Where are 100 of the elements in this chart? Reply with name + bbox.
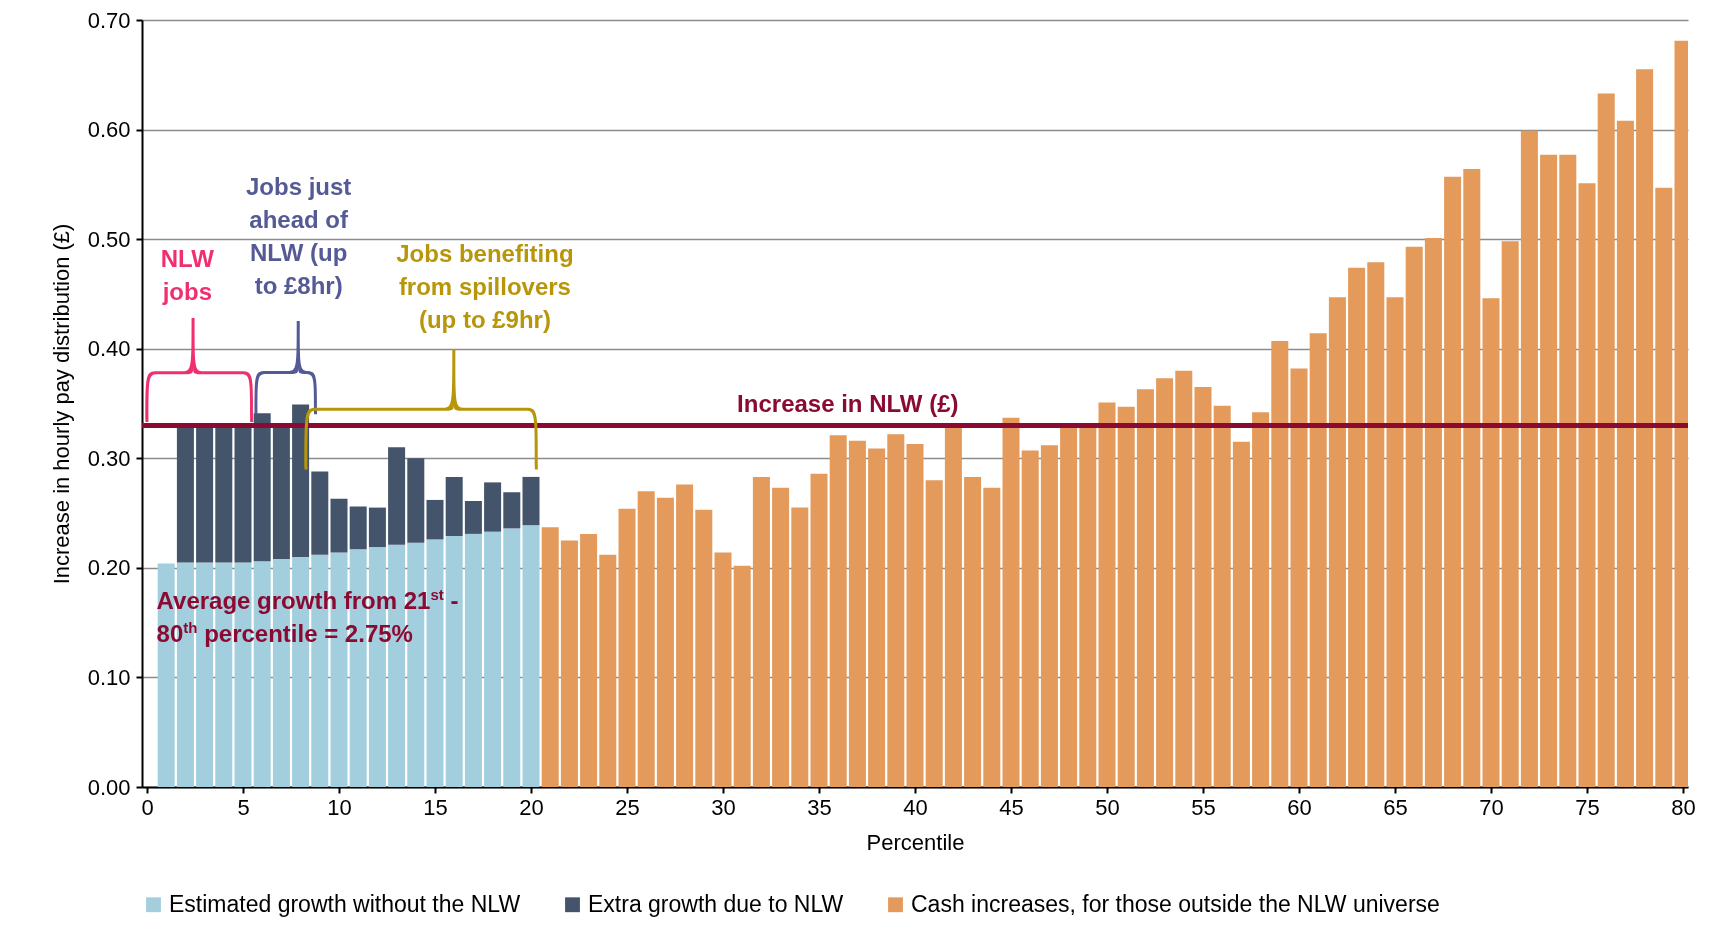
y-tick-label: 0.50 <box>87 226 131 252</box>
y-axis-title: Increase in hourly pay distribution (£) <box>48 223 74 585</box>
bar <box>1348 267 1366 787</box>
x-tick-label: 75 <box>1575 794 1600 820</box>
bar <box>253 413 271 562</box>
bar <box>484 531 502 787</box>
bar <box>1367 262 1385 787</box>
y-tick-label: 0.20 <box>87 555 131 581</box>
bar <box>1520 130 1538 787</box>
x-tick-label: 65 <box>1383 794 1408 820</box>
bar <box>464 501 482 534</box>
bar <box>522 525 540 787</box>
x-tick-label: 55 <box>1191 794 1216 820</box>
bar <box>330 498 348 553</box>
bar <box>848 440 866 787</box>
bar <box>1616 120 1634 787</box>
bar <box>1098 402 1116 787</box>
bar <box>368 507 386 548</box>
y-tick-label: 0.40 <box>87 336 131 362</box>
x-tick-label: 25 <box>615 794 640 820</box>
bar <box>868 448 886 787</box>
bar <box>1079 425 1097 787</box>
x-tick-label: 70 <box>1479 794 1504 820</box>
bar <box>772 487 790 787</box>
bar <box>656 497 674 787</box>
bar <box>311 471 329 555</box>
bar <box>196 425 214 563</box>
bar <box>292 404 310 557</box>
annotation: Jobs benefiting from spillovers (up to £9hr) <box>395 238 575 335</box>
bar <box>503 528 521 787</box>
y-tick-label: 0.10 <box>87 664 131 690</box>
x-tick-label: 10 <box>327 794 352 820</box>
bar <box>1252 412 1270 787</box>
bar <box>1482 298 1500 787</box>
bar <box>272 425 290 560</box>
bar <box>1117 406 1135 787</box>
x-tick-label: 0 <box>141 794 154 820</box>
bar <box>1636 69 1654 787</box>
bar <box>1156 378 1174 787</box>
bar <box>1444 176 1462 787</box>
legend-label: Extra growth due to NLW <box>588 890 844 917</box>
x-tick-label: 20 <box>519 794 544 820</box>
bar <box>522 476 540 526</box>
bar <box>1290 368 1308 787</box>
x-tick-label: 45 <box>999 794 1024 820</box>
legend-label: Cash increases, for those outside the NLW universe <box>911 890 1440 917</box>
annotation: NLW jobs <box>159 244 215 308</box>
bar <box>560 540 578 787</box>
bar <box>1194 387 1212 787</box>
bar <box>1175 370 1193 787</box>
bar <box>810 473 828 787</box>
bar <box>484 482 502 532</box>
bar <box>618 508 636 787</box>
text: Average growth from 21$^{st}$ - 80$^{th}$ percentile = 2.75% <box>156 586 459 648</box>
bar <box>752 476 770 787</box>
bar <box>541 527 559 787</box>
bar <box>733 565 751 787</box>
x-tick-label: 30 <box>711 794 736 820</box>
bar <box>791 507 809 787</box>
bar <box>1540 154 1558 787</box>
bar <box>1002 417 1020 787</box>
bar <box>983 487 1001 787</box>
bar <box>1405 246 1423 787</box>
x-axis-title: Percentile <box>866 829 965 855</box>
bar <box>695 509 713 787</box>
bar <box>1232 441 1250 787</box>
bar <box>887 434 905 787</box>
bar <box>234 425 252 563</box>
bar <box>215 425 233 563</box>
bar <box>1060 425 1078 787</box>
bar <box>1213 405 1231 787</box>
legend-label: Estimated growth without the NLW <box>169 890 521 917</box>
bar <box>580 533 598 787</box>
bar <box>944 425 962 787</box>
bar <box>1559 154 1577 787</box>
bar <box>714 552 732 787</box>
ref-line-label: Increase in NLW (£) <box>737 390 959 418</box>
bar <box>388 447 406 545</box>
bar <box>1463 169 1481 787</box>
bar <box>1328 297 1346 787</box>
x-tick-label: 80 <box>1671 794 1696 820</box>
y-tick-label: 0.60 <box>87 117 131 143</box>
bar <box>445 476 463 537</box>
bar <box>503 492 521 529</box>
bar <box>445 536 463 787</box>
bar <box>1501 241 1519 787</box>
bar <box>829 435 847 787</box>
bar <box>964 476 982 787</box>
bar <box>599 554 617 787</box>
x-tick-label: 15 <box>423 794 448 820</box>
bar <box>1136 389 1154 787</box>
bar <box>1578 183 1596 787</box>
bar <box>1386 297 1404 787</box>
bar <box>349 506 367 550</box>
bar <box>407 458 425 543</box>
bar <box>906 444 924 787</box>
y-tick-label: 0.00 <box>87 774 131 800</box>
x-tick-label: 50 <box>1095 794 1120 820</box>
bar <box>1271 341 1289 787</box>
bar <box>1040 445 1058 787</box>
